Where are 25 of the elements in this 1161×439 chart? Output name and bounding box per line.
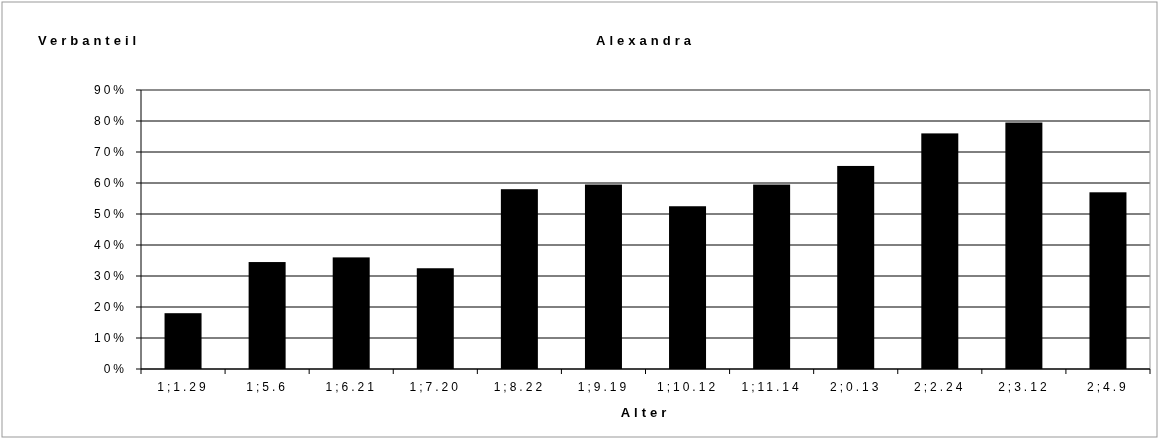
y-tick-label: 70% [93,145,127,160]
y-tick-label: 80% [93,114,127,129]
y-tick-label: 40% [93,238,127,253]
y-tick-label: 30% [93,269,127,284]
x-tick-label: 1;8.22 [493,380,546,394]
y-tick-label: 50% [93,207,127,222]
x-tick-label: 2;2.24 [914,380,966,394]
y-axis-title: Verbanteil [38,33,141,48]
x-tick-label: 1;1.29 [157,380,209,394]
x-tick-label: 2;3.12 [998,380,1050,394]
x-tick-label: 1;6.21 [325,380,377,394]
y-tick-label: 60% [93,176,127,191]
x-axis-title: Alter [620,405,671,420]
chart-title: Alexandra [596,33,695,48]
y-tick-label: 20% [93,300,127,315]
y-tick-label: 0% [103,362,127,377]
y-tick-label: 10% [93,331,127,346]
x-tick-label: 1;9.19 [577,380,630,394]
x-tick-label: 2;0.13 [830,380,882,394]
x-tick-label: 1;11.14 [741,380,802,394]
x-tick-label: 1;5.6 [246,380,288,394]
x-tick-label: 1;10.12 [657,380,719,394]
y-tick-label: 90% [93,83,127,98]
x-tick-label: 2;4.9 [1087,380,1129,394]
x-tick-label: 1;7.20 [409,380,461,394]
